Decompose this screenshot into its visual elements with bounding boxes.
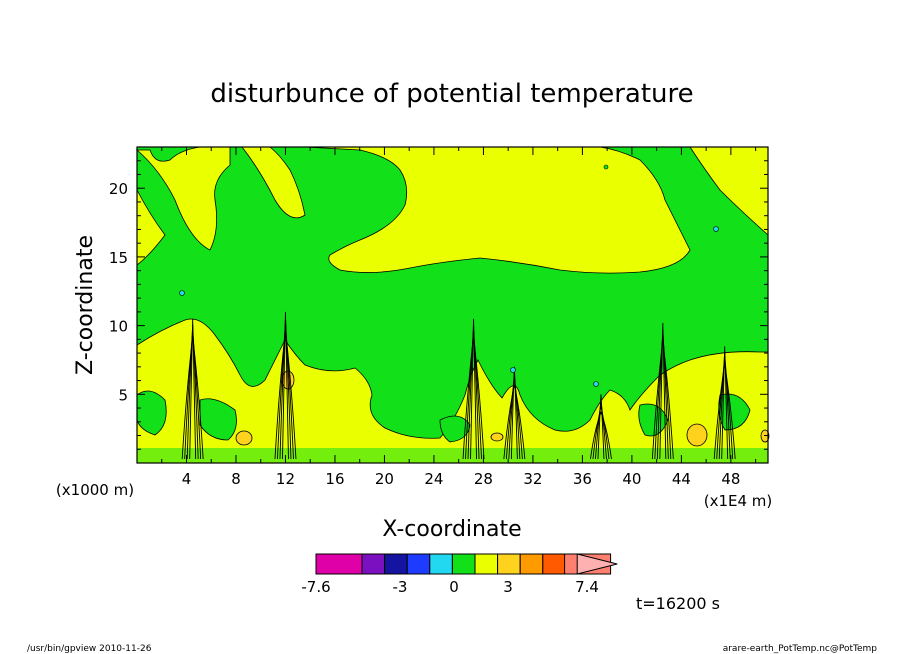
x-tick-label: 36 xyxy=(573,470,592,488)
warm-blob-1 xyxy=(235,430,253,446)
plume-contour xyxy=(718,352,731,460)
plume-contour xyxy=(465,330,482,460)
plume-contour xyxy=(184,330,202,460)
left-edge-region xyxy=(136,189,166,266)
plume-contour xyxy=(467,324,480,460)
upper-left-region xyxy=(135,146,231,251)
colorbar xyxy=(315,553,618,575)
colorbar-cell xyxy=(384,553,408,575)
y-tick-label: 5 xyxy=(118,386,128,404)
plume-contour xyxy=(279,317,292,460)
warm-blob-4 xyxy=(490,432,504,442)
plume-contour xyxy=(595,400,607,460)
plot-area xyxy=(135,146,770,464)
plume-contour xyxy=(592,406,610,460)
cold-spot-3 xyxy=(510,367,516,373)
upper-positive-region xyxy=(304,146,691,274)
x-tick-label: 8 xyxy=(231,470,241,488)
colorbar-cell xyxy=(315,553,363,575)
colorbar-cell xyxy=(497,553,521,575)
warm-blob-2 xyxy=(686,423,708,447)
x-tick-label: 12 xyxy=(276,470,295,488)
x-tick-label: 24 xyxy=(424,470,443,488)
upper-right-region xyxy=(689,146,769,236)
plume-contour xyxy=(282,311,289,460)
plume-contour xyxy=(597,394,605,460)
plume-contour xyxy=(503,384,526,460)
x-tick-label: 40 xyxy=(622,470,641,488)
convective-plumes xyxy=(181,311,736,460)
colorbar-tick-label: 7.4 xyxy=(575,578,599,596)
colorbar-tick-label: -7.6 xyxy=(301,578,330,596)
colorbar-cell xyxy=(406,553,431,575)
plume-contour xyxy=(721,346,729,460)
colorbar-ticks: -7.6 -3 0 3 7.4 xyxy=(301,578,599,596)
plume-contour xyxy=(654,334,672,460)
cold-spot-4 xyxy=(593,381,599,387)
colorbar-cell xyxy=(429,553,453,575)
plume-contour xyxy=(508,372,521,460)
plume-contour xyxy=(186,324,199,460)
y-tick-label: 15 xyxy=(109,249,128,267)
colorbar-cell xyxy=(451,553,476,575)
plume-contour xyxy=(505,378,523,460)
x-axis: 4 8 12 16 20 24 28 32 36 40 44 48 xyxy=(161,147,757,488)
plume-contour xyxy=(181,336,204,460)
plume-contour xyxy=(716,358,734,460)
x-tick-label: 20 xyxy=(375,470,394,488)
x-tick-label: 48 xyxy=(721,470,740,488)
plume-contour xyxy=(462,336,485,460)
colorbar-cell xyxy=(361,553,386,575)
lower-green-patch-2 xyxy=(199,398,237,441)
contour-fields xyxy=(135,146,770,464)
x-axis-label: X-coordinate xyxy=(382,517,521,542)
plume-contour xyxy=(510,366,518,460)
plume-contour xyxy=(189,318,197,460)
x-unit-right: (x1E4 m) xyxy=(704,492,773,510)
lower-positive-band xyxy=(136,318,769,464)
x-tick-label: 32 xyxy=(523,470,542,488)
colorbar-cell xyxy=(519,553,544,575)
plume-contour xyxy=(590,411,612,460)
footer-right: arare-earth_PotTemp.nc@PotTemp xyxy=(723,644,878,654)
time-label: t=16200 s xyxy=(636,594,720,613)
colorbar-tick-label: 0 xyxy=(449,578,459,596)
footer-left: /usr/bin/gpview 2010-11-26 xyxy=(27,644,152,654)
lower-green-patch-3 xyxy=(439,415,471,443)
y-tick-label: 20 xyxy=(109,180,128,198)
plume-contour xyxy=(656,328,669,460)
plume-contour xyxy=(277,323,294,460)
lower-green-patch-1 xyxy=(136,390,167,436)
y-axis: 5 10 15 20 xyxy=(109,160,768,450)
cold-spot-5 xyxy=(603,164,609,170)
colorbar-cell xyxy=(542,553,566,575)
cold-spot-2 xyxy=(179,290,185,296)
x-unit-left: (x1000 m) xyxy=(56,481,134,499)
cold-spot-1 xyxy=(713,226,719,232)
colorbar-tick-label: 3 xyxy=(503,578,513,596)
plume-contour xyxy=(659,322,667,460)
upper-left-arch xyxy=(241,146,306,219)
plot-frame xyxy=(136,146,769,464)
y-axis-label: Z-coordinate xyxy=(73,235,98,375)
x-tick-label: 16 xyxy=(325,470,344,488)
x-tick-label: 44 xyxy=(672,470,691,488)
plume-contour xyxy=(713,364,736,460)
plume-contour xyxy=(470,318,477,460)
y-tick-label: 10 xyxy=(109,318,128,336)
plume-contour xyxy=(274,329,297,460)
chart-title: disturbunce of potential temperature xyxy=(210,79,693,109)
x-tick-label: 28 xyxy=(474,470,493,488)
x-tick-label: 4 xyxy=(182,470,192,488)
colorbar-tick-label: -3 xyxy=(393,578,408,596)
plume-contour xyxy=(651,340,674,460)
colorbar-arrow xyxy=(576,553,618,575)
colorbar-cell xyxy=(474,553,499,575)
